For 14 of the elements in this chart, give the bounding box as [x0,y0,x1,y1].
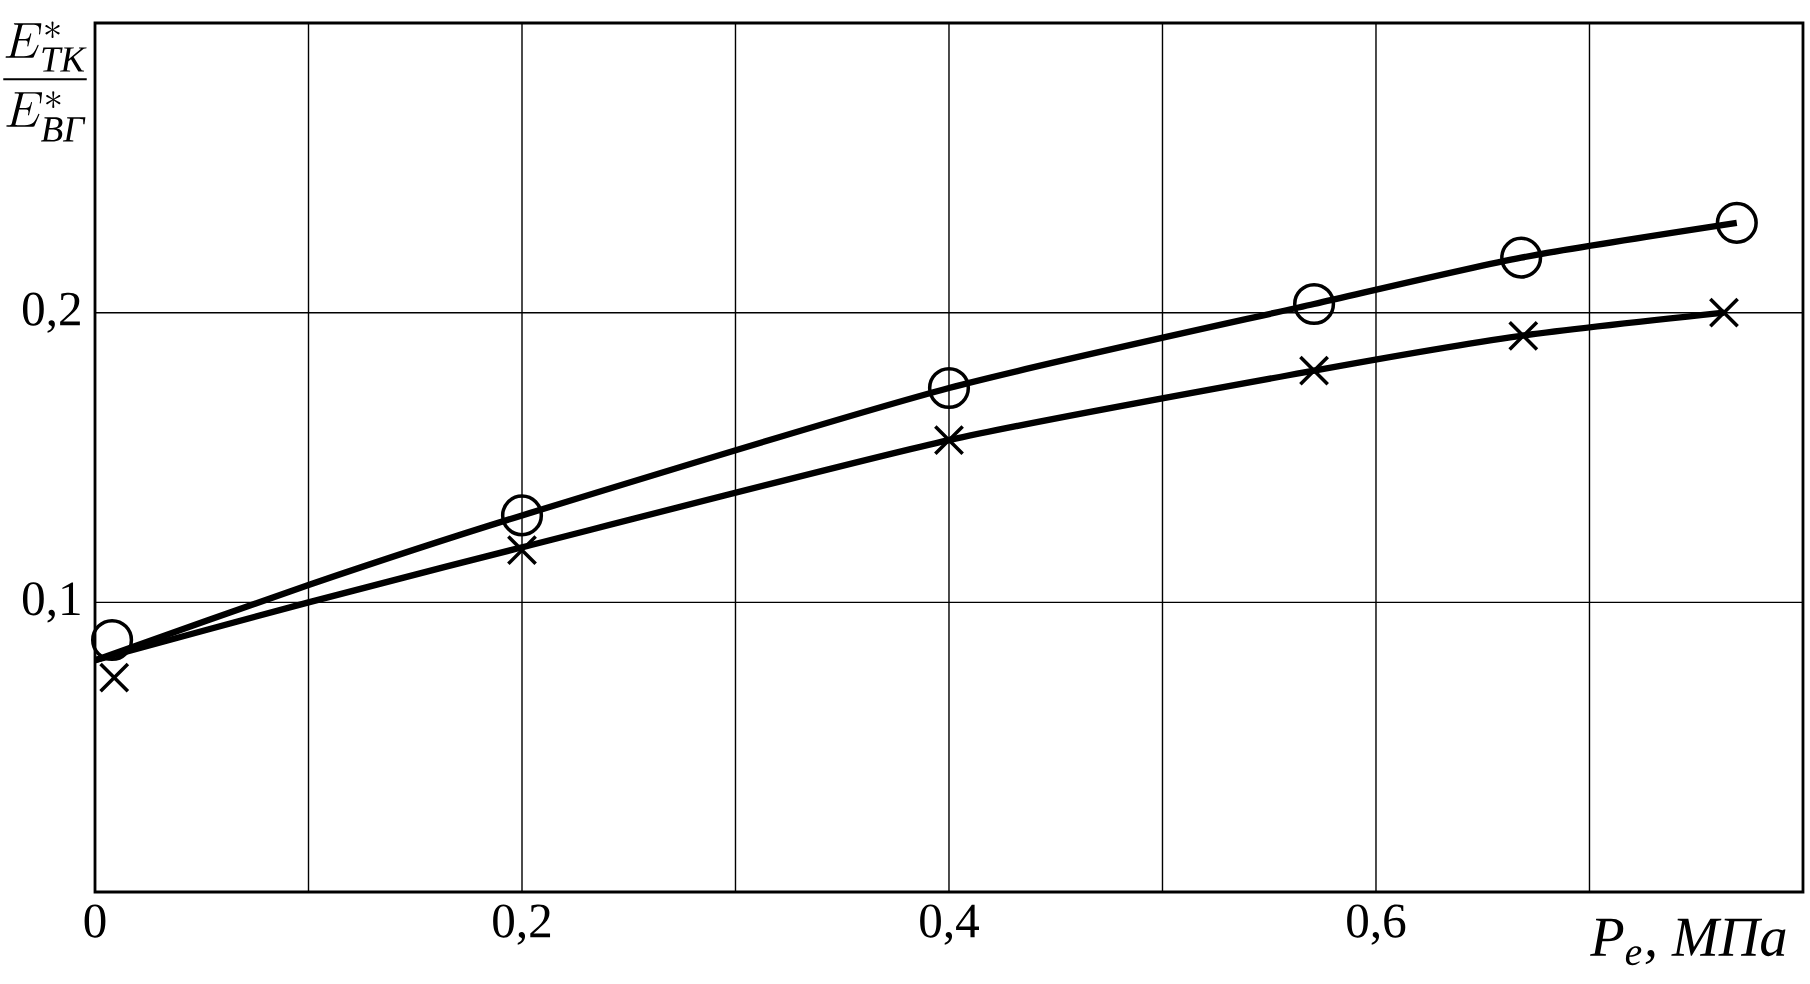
point [927,366,971,410]
point [90,618,134,662]
point [98,662,130,694]
x-tick-label: 0,4 [920,904,980,945]
point [1715,201,1758,244]
x-tick-label: 0,2 [493,904,551,945]
x-axis-title: P$_{e}$, МПа [1590,918,1786,966]
y-axis-title: $\frac{E^{*}_{\text{\itshape ТК}}}{E^{*}_{\text{\itshape ВГ}}}$ [3,21,87,142]
x-tick-label: 0,6 [1347,904,1406,945]
x-tick-label: 0 [84,904,106,938]
point [1292,282,1336,326]
point [1500,236,1543,279]
point [500,494,544,537]
y-tick-label: 0,1 [22,582,80,623]
